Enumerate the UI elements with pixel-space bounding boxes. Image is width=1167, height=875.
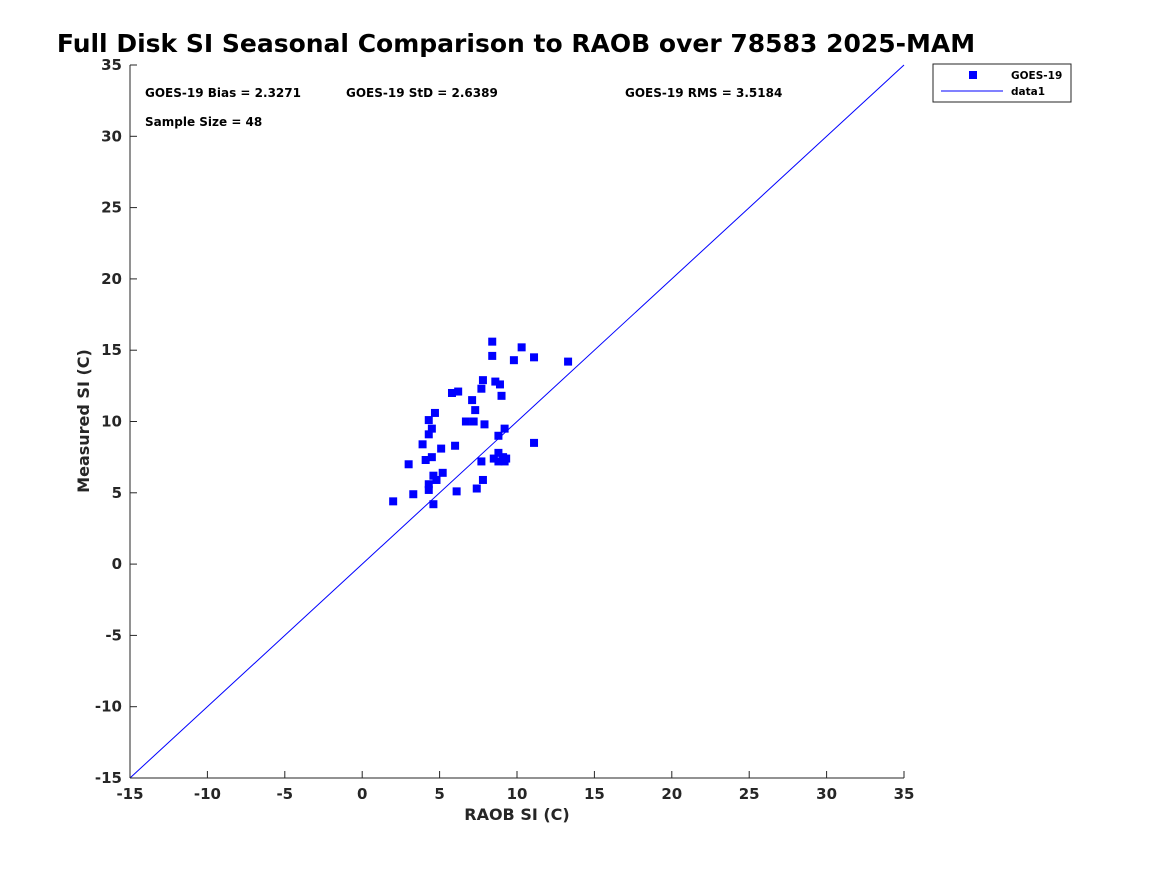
scatter-point [424,416,433,425]
legend-label-goes19: GOES-19 [1011,70,1062,82]
scatter-point [477,384,486,393]
scatter-point [471,406,480,415]
scatter-point [389,497,398,506]
bias-annotation: GOES-19 Bias = 2.3271 [145,86,301,100]
y-tick-label: -5 [105,626,122,644]
plot-area: -15 -10 -5 0 5 10 15 20 25 30 35 -15 -10 -5 0 5 10 15 20 2… [95,56,915,803]
scatter-points-layer [389,337,573,509]
y-tick-label: 20 [101,270,122,288]
x-tick-label: 10 [507,785,528,803]
scatter-point [409,490,418,499]
scatter-point [427,424,436,433]
std-annotation: GOES-19 StD = 2.6389 [346,86,498,100]
scatter-point [478,475,487,484]
scatter-point [437,444,446,453]
sample-size-annotation: Sample Size = 48 [145,115,262,129]
x-tick-label: 35 [894,785,915,803]
scatter-point [429,471,438,480]
y-axis-label: Measured SI (C) [74,349,93,493]
rms-annotation: GOES-19 RMS = 3.5184 [625,86,782,100]
scatter-point [489,454,498,463]
scatter-point [424,485,433,494]
y-tick-label: 25 [101,199,122,217]
x-tick-label: 20 [661,785,682,803]
y-tick-label: -10 [95,698,122,716]
y-tick-label: 5 [112,484,122,502]
scatter-point [488,351,497,360]
x-tick-label: -10 [194,785,221,803]
x-tick-label: 30 [816,785,837,803]
scatter-point [461,417,470,426]
y-tick-label: -15 [95,769,122,787]
scatter-point [430,408,439,417]
x-axis-label: RAOB SI (C) [464,805,569,824]
scatter-point [488,337,497,346]
scatter-point [472,484,481,493]
y-ticks: -15 -10 -5 0 5 10 15 20 25 30 35 [95,56,137,787]
scatter-point [438,468,447,477]
scatter-point [452,487,461,496]
y-tick-label: 0 [112,555,122,573]
scatter-point [494,448,503,457]
scatter-point [404,460,413,469]
scatter-point [424,430,433,439]
scatter-point [469,417,478,426]
chart-title: Full Disk SI Seasonal Comparison to RAOB… [57,29,975,58]
y-tick-label: 10 [101,413,122,431]
legend-marker-goes19 [969,71,977,79]
y-tick-label: 30 [101,127,122,145]
x-tick-label: 5 [434,785,444,803]
scatter-point [429,500,438,509]
scatter-point [418,440,427,449]
scatter-point [500,424,509,433]
scatter-point [494,457,503,466]
scatter-point [432,475,441,484]
series-line-data1 [129,64,905,779]
scatter-point [564,357,573,366]
scatter-point [495,380,504,389]
scatter-point [517,343,526,352]
scatter-point [478,376,487,385]
legend-label-data1: data1 [1011,86,1045,98]
reference-line-layer [129,64,905,779]
scatter-point [454,387,463,396]
scatter-point [497,391,506,400]
scatter-point [451,441,460,450]
scatter-point [530,438,539,447]
scatter-point [447,388,456,397]
scatter-point [468,396,477,405]
scatter-point [502,454,511,463]
scatter-point [480,420,489,429]
scatter-point [509,356,518,365]
scatter-point [421,456,430,465]
scatter-point [424,480,433,489]
scatter-point [494,431,503,440]
scatter-point [477,457,486,466]
x-tick-label: 15 [584,785,605,803]
x-tick-label: 0 [357,785,367,803]
y-tick-label: 15 [101,341,122,359]
legend-box [932,63,1072,103]
x-tick-label: -15 [116,785,143,803]
scatter-point [530,353,539,362]
x-ticks: -15 -10 -5 0 5 10 15 20 25 30 35 [116,771,914,803]
y-tick-label: 35 [101,56,122,74]
scatter-point [427,453,436,462]
x-tick-label: 25 [739,785,760,803]
x-tick-label: -5 [276,785,293,803]
legend: GOES-19 data1 [932,63,1072,103]
scatter-point [491,377,500,386]
